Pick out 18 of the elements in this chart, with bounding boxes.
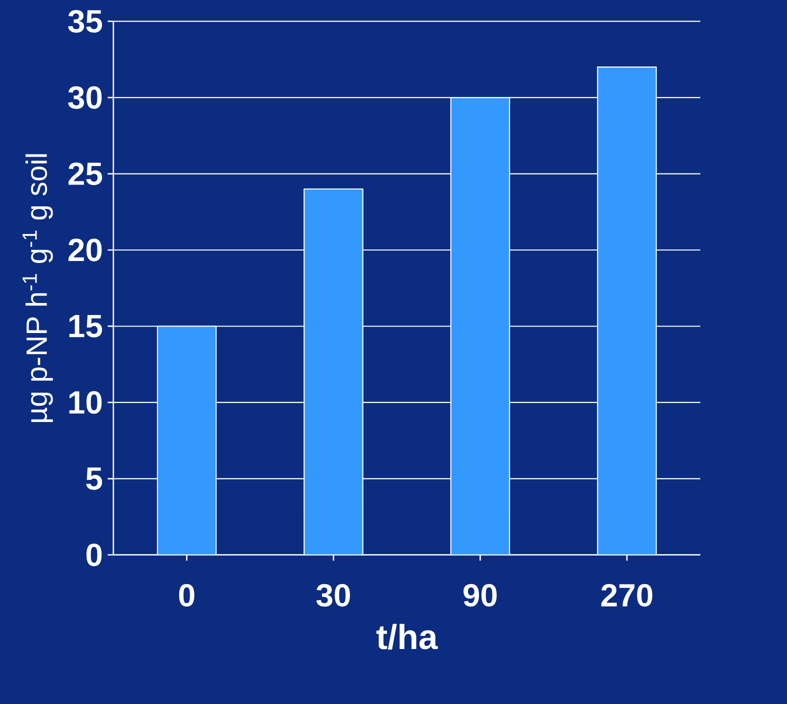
bar [156,326,217,555]
x-tick-label: 30 [316,584,350,607]
y-tick-label: 25 [68,162,102,185]
x-tick-label: 270 [601,584,652,606]
y-tick-label: 10 [69,390,102,414]
x-tick-label: 90 [464,584,497,606]
y-tick-label: 15 [69,314,102,338]
x-axis-title: t/ha [376,624,438,650]
y-axis-title: µg p-NP h$^{-1}$ g$^{-1}$ g soil [22,154,53,422]
bar [597,66,657,555]
y-tick-label: 20 [68,238,102,262]
y-tick-label: 0 [86,543,102,566]
y-tick-label: 30 [68,86,102,109]
x-tick-label: 0 [179,584,194,606]
y-tick-label: 35 [68,10,102,33]
bar [450,96,510,555]
y-tick-label: 5 [86,467,102,490]
bar [304,188,364,555]
